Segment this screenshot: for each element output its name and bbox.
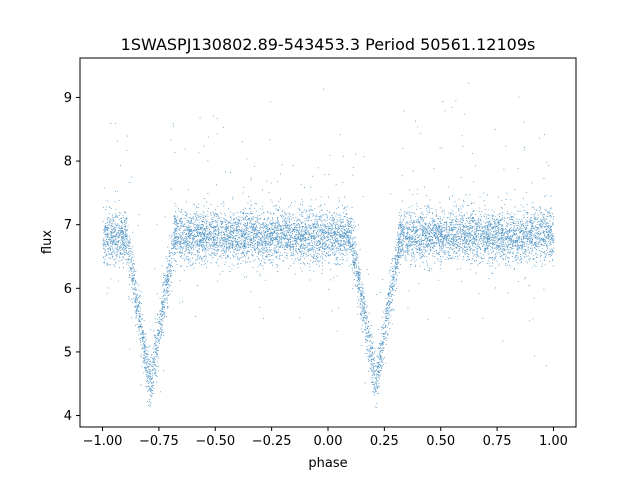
y-tick-label: 4 <box>64 409 72 424</box>
x-axis: −1.00 −0.75 −0.50 −0.25 0.00 0.25 0.50 0.75 1.00 <box>83 427 568 449</box>
y-tick-label: 5 <box>64 345 72 360</box>
data-points <box>102 82 555 409</box>
x-tick-label: 0.00 <box>314 434 343 449</box>
x-tick-label: 0.50 <box>426 434 455 449</box>
x-axis-label: phase <box>308 456 347 471</box>
x-tick-label: −0.50 <box>195 434 235 449</box>
scatter-points <box>102 82 555 409</box>
y-tick-label: 8 <box>64 155 72 170</box>
x-tick-label: 0.75 <box>483 434 512 449</box>
y-axis: 4 5 6 7 8 9 <box>64 91 80 424</box>
y-tick-label: 7 <box>64 218 72 233</box>
y-tick-label: 6 <box>64 282 72 297</box>
chart-title: 1SWASPJ130802.89-543453.3 Period 50561.1… <box>121 35 536 54</box>
x-tick-label: −0.75 <box>139 434 179 449</box>
x-tick-label: 1.00 <box>539 434 568 449</box>
y-tick-label: 9 <box>64 91 72 106</box>
x-tick-label: −1.00 <box>83 434 123 449</box>
x-tick-label: 0.25 <box>370 434 399 449</box>
y-axis-label: flux <box>40 230 55 254</box>
x-tick-label: −0.25 <box>252 434 292 449</box>
